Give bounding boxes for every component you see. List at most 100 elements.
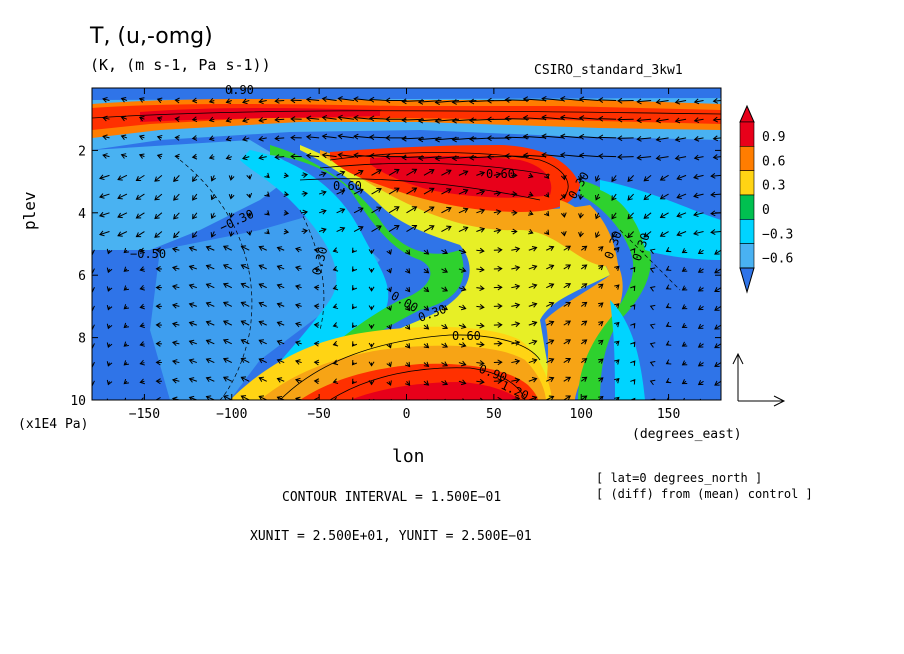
- wind-vector: [579, 136, 599, 139]
- wind-vector-head: [714, 249, 720, 255]
- wind-vector: [206, 321, 215, 326]
- wind-vector-head: [332, 247, 339, 253]
- wind-vector-head: [611, 195, 617, 201]
- wind-vector-head: [659, 213, 666, 219]
- wind-vector-head: [394, 168, 400, 174]
- wind-vector: [694, 118, 704, 122]
- wind-vector: [189, 265, 198, 270]
- colorbar-swatch: [739, 243, 755, 269]
- wind-vector: [295, 304, 302, 307]
- wind-vector: [711, 231, 721, 233]
- wind-vector-head: [205, 245, 212, 251]
- wind-vector-head: [135, 194, 142, 200]
- wind-vector-head: [636, 117, 642, 124]
- wind-vector-head: [120, 97, 127, 103]
- wind-vector-head: [655, 155, 662, 161]
- wind-vector: [611, 193, 617, 201]
- wind-vector: [713, 156, 721, 158]
- wind-vector-head: [240, 376, 247, 382]
- wind-vector-head: [649, 304, 656, 311]
- wind-vector-head: [665, 321, 672, 327]
- wind-vector-head: [351, 341, 358, 347]
- colorbar-label: −0.3: [762, 227, 793, 242]
- wind-vector-head: [598, 302, 604, 308]
- wind-vector-head: [429, 169, 435, 175]
- wind-vector-head: [531, 377, 538, 383]
- wind-vector-head: [681, 360, 688, 366]
- wind-vector: [493, 192, 501, 195]
- wind-vector-head: [544, 210, 550, 217]
- wind-vector-head: [581, 245, 588, 251]
- wind-vector: [406, 206, 417, 214]
- wind-vector: [580, 376, 587, 382]
- wind-vector-head: [614, 265, 620, 272]
- wind-vector-head: [405, 249, 411, 255]
- wind-vector-head: [710, 229, 716, 235]
- wind-vector-head: [697, 361, 704, 367]
- negative-contours: [179, 159, 681, 400]
- wind-vector: [318, 191, 327, 195]
- wind-vector-head: [222, 301, 229, 307]
- wind-vector: [354, 98, 372, 101]
- wind-vector-head: [676, 193, 682, 199]
- wind-vector-head: [385, 153, 391, 160]
- wind-vector: [154, 212, 163, 219]
- wind-vector: [318, 228, 327, 232]
- wind-vector-head: [240, 338, 247, 345]
- wind-vector-head: [258, 339, 265, 345]
- wind-vector-head: [581, 264, 588, 270]
- wind-vector-head: [222, 357, 229, 363]
- wind-vector-head: [544, 192, 550, 198]
- wind-vector-head: [385, 116, 391, 123]
- wind-vector-head: [222, 282, 229, 289]
- wind-vector: [660, 193, 669, 200]
- wind-vector-head: [423, 286, 430, 293]
- contour-label: −0.50: [130, 247, 166, 261]
- wind-vector: [693, 174, 704, 179]
- wind-vector: [698, 362, 704, 367]
- wind-vector: [698, 249, 704, 254]
- wind-vector-head: [578, 96, 585, 103]
- wind-vector-head: [630, 341, 636, 348]
- wind-vector: [423, 187, 435, 195]
- wind-vector-head: [171, 377, 178, 384]
- wind-vector-head: [351, 378, 358, 385]
- wind-vector: [211, 193, 215, 200]
- wind-vector-head: [598, 283, 604, 289]
- wind-vector: [223, 339, 232, 345]
- wind-vector: [241, 395, 250, 400]
- wind-vector-head: [627, 176, 633, 182]
- wind-vector-head: [313, 322, 320, 328]
- wind-vector: [172, 379, 180, 382]
- wind-vector: [598, 99, 617, 101]
- wind-vector: [192, 212, 198, 219]
- wind-vector-head: [627, 232, 633, 239]
- wind-vector: [306, 98, 320, 101]
- wind-vector: [563, 283, 571, 289]
- wind-vector-head: [174, 153, 180, 160]
- wind-vector: [611, 231, 617, 238]
- wind-vector-head: [246, 174, 253, 180]
- wind-vector-head: [451, 99, 457, 105]
- units-subtitle: (K, (m s-1, Pa s-1)): [90, 56, 271, 74]
- wind-vector-head: [156, 97, 163, 104]
- wind-vector-head: [531, 264, 538, 271]
- y-tick-label: 6: [78, 269, 86, 284]
- wind-vector: [241, 376, 250, 382]
- wind-vector: [542, 135, 564, 139]
- wind-vector: [598, 118, 617, 120]
- wind-vector-head: [191, 116, 198, 123]
- wind-vector-head: [276, 377, 283, 383]
- wind-vector-head: [313, 340, 320, 347]
- wind-vector-head: [541, 133, 547, 140]
- wind-vector-head: [188, 302, 195, 308]
- wind-vector: [546, 283, 554, 289]
- wind-vector: [206, 339, 215, 345]
- wind-vector-head: [548, 376, 555, 382]
- wind-vector-head: [139, 378, 145, 385]
- wind-vector-head: [188, 358, 195, 364]
- wind-vector-head: [242, 135, 248, 142]
- wind-vector: [542, 154, 564, 158]
- wind-vector: [441, 226, 452, 232]
- wind-vector: [458, 287, 466, 291]
